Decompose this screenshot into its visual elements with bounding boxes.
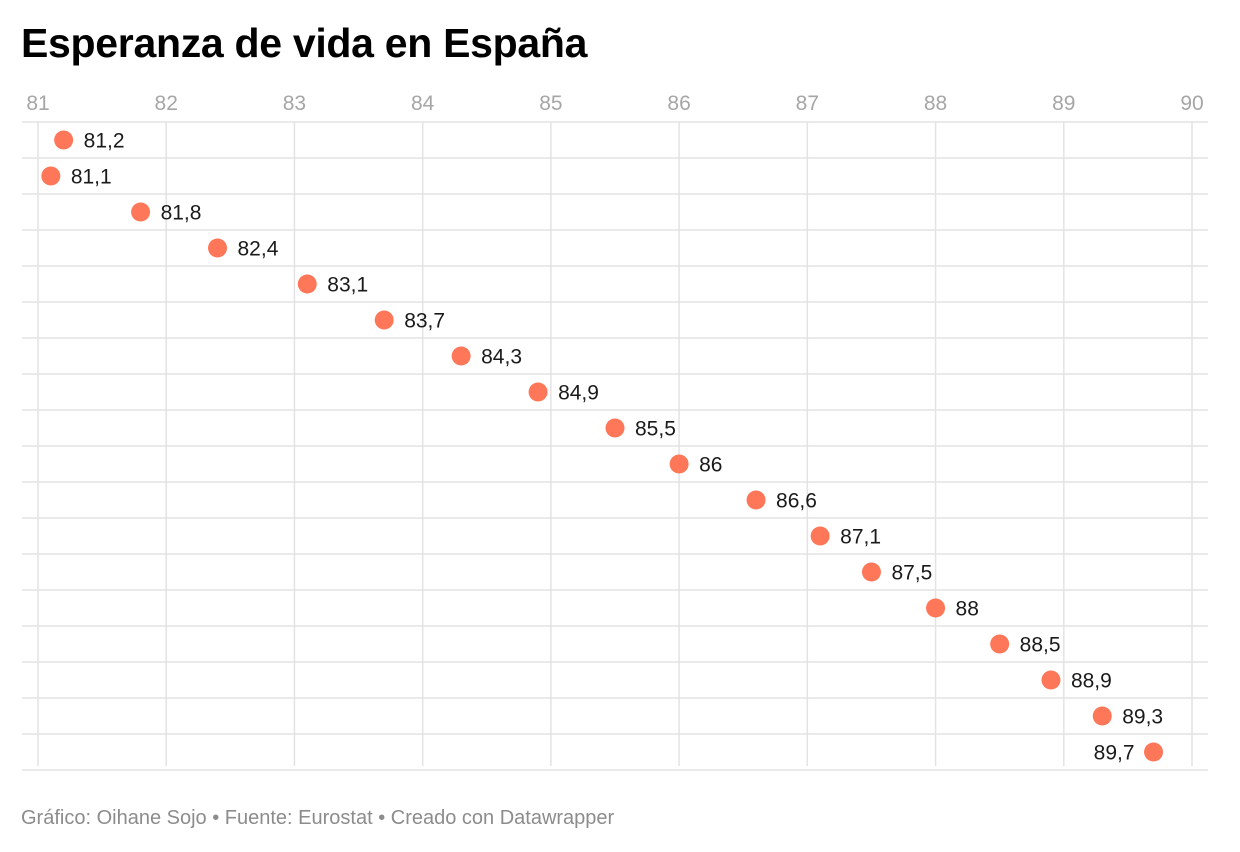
data-label: 87,1: [840, 526, 881, 549]
data-label: 83,1: [327, 274, 368, 297]
data-label: 88,5: [1020, 634, 1061, 657]
data-point: [528, 382, 548, 402]
data-labels: 81,2 81,1 81,8 82,4 83,1 83,7 84,3 84,9 85,5 86 86…: [71, 130, 1163, 765]
x-tick-label: 87: [796, 92, 819, 115]
x-tick-label: 85: [539, 92, 562, 115]
data-point: [297, 274, 317, 294]
data-label: 87,5: [891, 562, 932, 585]
chart-title: Esperanza de vida en España: [21, 20, 588, 66]
data-point: [374, 310, 394, 330]
data-point: [810, 526, 830, 546]
data-label: 88,9: [1071, 670, 1112, 693]
x-tick-label: 81: [26, 92, 49, 115]
data-point: [54, 130, 74, 150]
data-points: [41, 130, 1164, 762]
data-point: [208, 238, 228, 258]
grid-lines: [22, 121, 1208, 771]
data-point: [451, 346, 471, 366]
x-tick-label: 82: [155, 92, 178, 115]
x-tick-label: 84: [411, 92, 435, 115]
data-label: 89,7: [1094, 742, 1135, 765]
data-point: [746, 490, 766, 510]
data-label: 88: [956, 598, 979, 621]
x-axis-ticks: 81 82 83 84 85 86 87 88 89 90: [26, 92, 1203, 115]
data-label: 86,6: [776, 490, 817, 513]
data-point: [861, 562, 881, 582]
x-tick-label: 83: [283, 92, 306, 115]
data-point: [926, 598, 946, 618]
data-point: [1144, 742, 1164, 762]
data-label: 84,9: [558, 382, 599, 405]
data-label: 84,3: [481, 346, 522, 369]
data-point: [41, 166, 61, 186]
data-label: 81,8: [161, 202, 202, 225]
x-tick-label: 90: [1180, 92, 1203, 115]
x-tick-label: 89: [1052, 92, 1075, 115]
data-label: 82,4: [238, 238, 279, 261]
data-label: 89,3: [1122, 706, 1163, 729]
data-point: [1092, 706, 1112, 726]
x-tick-label: 86: [667, 92, 690, 115]
data-point: [1041, 670, 1061, 690]
data-label: 83,7: [404, 310, 445, 333]
data-label: 85,5: [635, 418, 676, 441]
data-label: 81,1: [71, 166, 112, 189]
data-label: 81,2: [84, 130, 125, 153]
chart-footer-credits: Gráfico: Oihane Sojo • Fuente: Eurostat …: [21, 807, 615, 829]
x-tick-label: 88: [924, 92, 947, 115]
data-point: [605, 418, 625, 438]
data-point: [990, 634, 1010, 654]
data-label: 86: [699, 454, 722, 477]
dot-plot-chart: 81 82 83 84 85 86 87 88 89 90 81,2 81,1 81,8 82,4 83,…: [22, 92, 1208, 771]
data-point: [131, 202, 151, 222]
data-point: [669, 454, 689, 474]
